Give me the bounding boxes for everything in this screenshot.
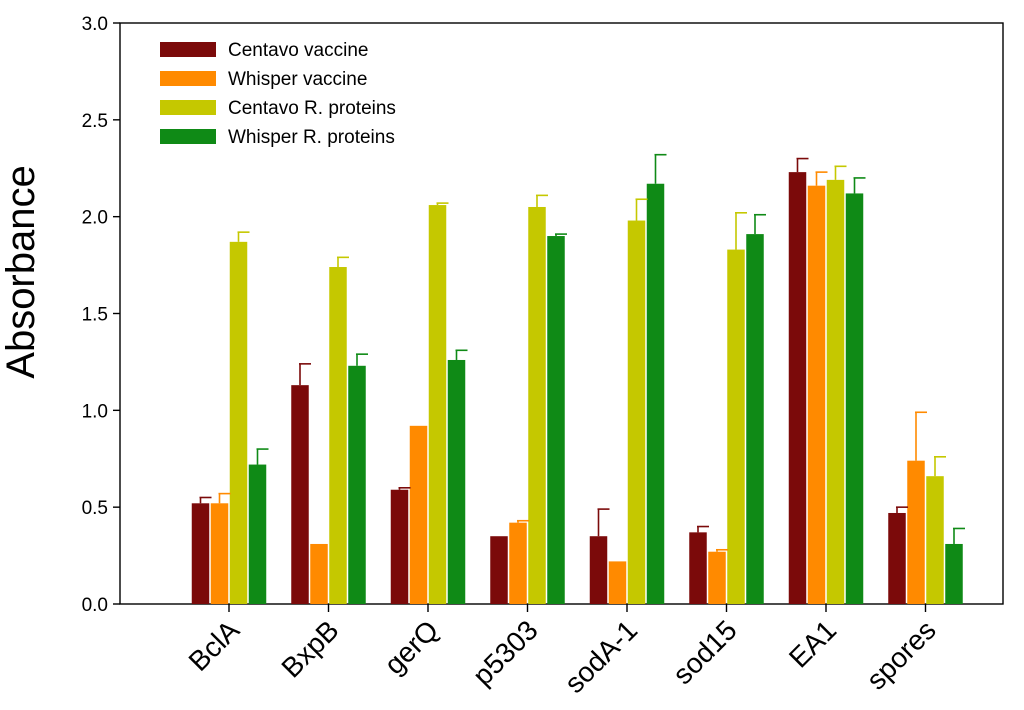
bar [608, 561, 627, 604]
bar [807, 185, 826, 604]
y-axis-label: Absorbance [0, 165, 43, 378]
x-tick-label: sod15 [667, 614, 743, 690]
bar [788, 172, 807, 604]
bar [627, 220, 646, 605]
legend-swatch [160, 129, 216, 144]
bar [907, 460, 925, 604]
bar [248, 464, 267, 604]
bar [390, 489, 409, 604]
legend-label: Centavo R. proteins [228, 98, 396, 119]
y-tick-label: 1.0 [82, 401, 108, 422]
bar [229, 241, 248, 605]
y-axis: 0.0 0.5 1.0 1.5 2.0 2.5 3.0 [82, 14, 120, 616]
bar [845, 193, 864, 604]
bar [509, 522, 527, 604]
bar [646, 183, 665, 604]
bar [888, 512, 906, 604]
bar [490, 536, 508, 604]
y-tick-label: 1.5 [82, 305, 108, 326]
x-tick-label: gerQ [378, 614, 444, 680]
bar [447, 359, 466, 604]
bars-layer [191, 172, 963, 605]
x-axis: BclA BxpB gerQ p5303 sodA-1 sod15 EA1 spores [183, 604, 942, 699]
bar [409, 425, 428, 604]
bar [689, 532, 707, 604]
x-tick-label: BxpB [275, 614, 344, 683]
bar [826, 179, 845, 604]
y-tick-label: 0.0 [82, 595, 108, 616]
bar [708, 551, 726, 604]
x-tick-label: spores [860, 614, 941, 695]
y-tick-label: 3.0 [82, 14, 108, 35]
bar [926, 476, 944, 604]
legend: Centavo vaccine Whisper vaccine Centavo R.… [160, 40, 396, 148]
bar [329, 267, 347, 604]
bar [310, 543, 328, 604]
bar [746, 234, 764, 604]
bar [428, 205, 447, 604]
bar [528, 206, 546, 604]
bar [291, 385, 309, 604]
error-bars-layer [199, 153, 965, 552]
bar [191, 503, 210, 604]
y-tick-label: 2.5 [82, 111, 108, 132]
bar [547, 236, 565, 605]
x-tick-label: EA1 [783, 614, 842, 673]
legend-swatch [160, 71, 216, 86]
bar [348, 365, 366, 604]
bar [210, 503, 229, 604]
bar [945, 543, 963, 604]
legend-swatch [160, 100, 216, 115]
bar [727, 249, 745, 604]
x-tick-label: BclA [183, 614, 246, 677]
legend-swatch [160, 42, 216, 57]
x-tick-label: p5303 [467, 614, 544, 691]
x-tick-label: sodA-1 [559, 614, 644, 699]
legend-label: Centavo vaccine [228, 40, 368, 61]
y-tick-label: 2.0 [82, 208, 108, 229]
y-tick-label: 0.5 [82, 498, 108, 519]
legend-label: Whisper R. proteins [228, 127, 395, 148]
legend-label: Whisper vaccine [228, 69, 367, 90]
bar [589, 536, 608, 604]
